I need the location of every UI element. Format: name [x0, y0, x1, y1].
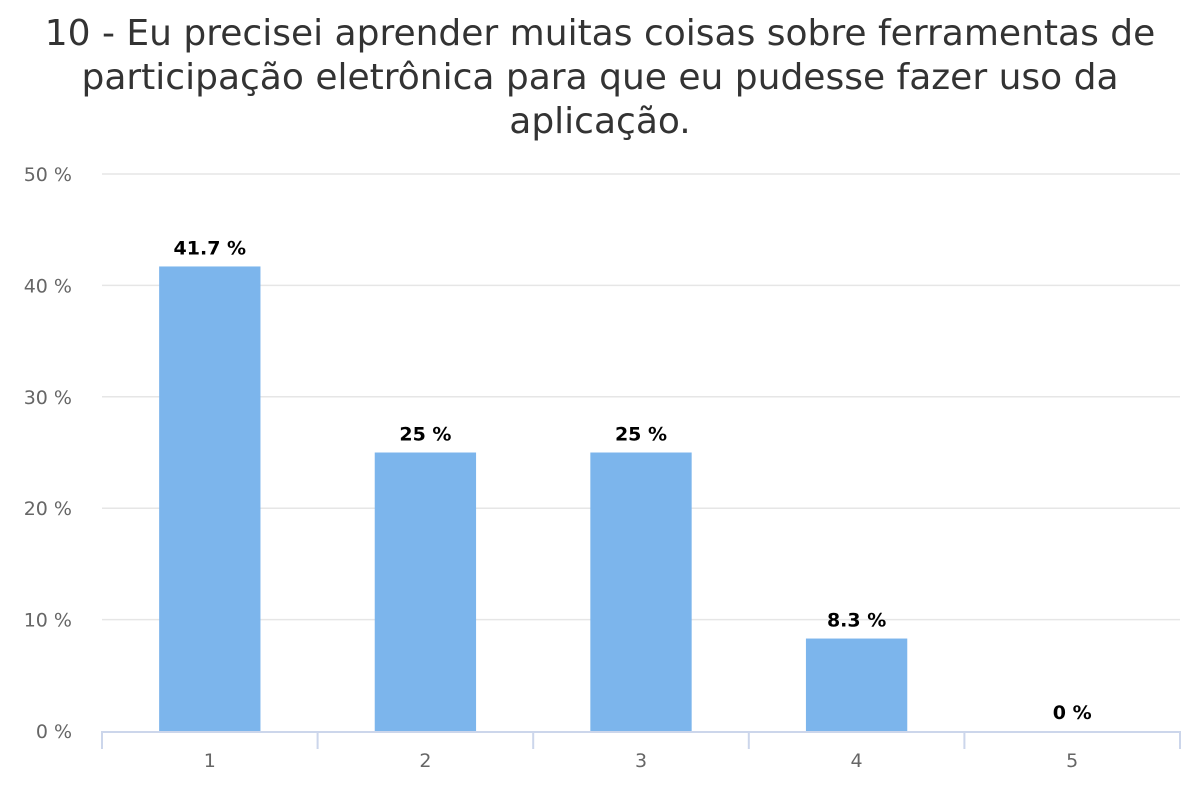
- y-tick-label: 40 %: [24, 275, 72, 297]
- bar-2: [374, 452, 477, 731]
- data-label-2: 25 %: [399, 424, 451, 446]
- data-label-4: 8.3 %: [827, 610, 886, 632]
- y-tick-label: 30 %: [24, 387, 72, 409]
- x-tick-label: 4: [851, 750, 863, 772]
- grid-lines: [102, 173, 1180, 621]
- x-tick-label: 5: [1066, 750, 1078, 772]
- bar-1: [159, 266, 261, 731]
- x-tick-label: 3: [635, 750, 647, 772]
- bar-4: [805, 638, 908, 731]
- y-axis-tick-labels: 0 % 10 % 20 % 30 % 40 % 50 %: [24, 164, 72, 743]
- bar-3: [590, 452, 692, 731]
- y-tick-label: 50 %: [24, 164, 72, 186]
- bars: [159, 266, 908, 731]
- x-axis: 1 2 3 4 5: [101, 731, 1181, 772]
- data-label-3: 25 %: [615, 424, 667, 446]
- x-tick-label: 1: [204, 750, 216, 772]
- y-tick-label: 20 %: [24, 498, 72, 520]
- data-label-1: 41.7 %: [174, 237, 247, 259]
- x-tick-label: 2: [419, 750, 431, 772]
- chart-title: 10 - Eu precisei aprender muitas coisas …: [44, 13, 1156, 142]
- y-tick-label: 10 %: [24, 610, 72, 632]
- data-labels: 41.7 % 25 % 25 % 8.3 % 0 %: [174, 237, 1092, 724]
- y-tick-label: 0 %: [36, 721, 72, 743]
- data-label-5: 0 %: [1053, 702, 1092, 724]
